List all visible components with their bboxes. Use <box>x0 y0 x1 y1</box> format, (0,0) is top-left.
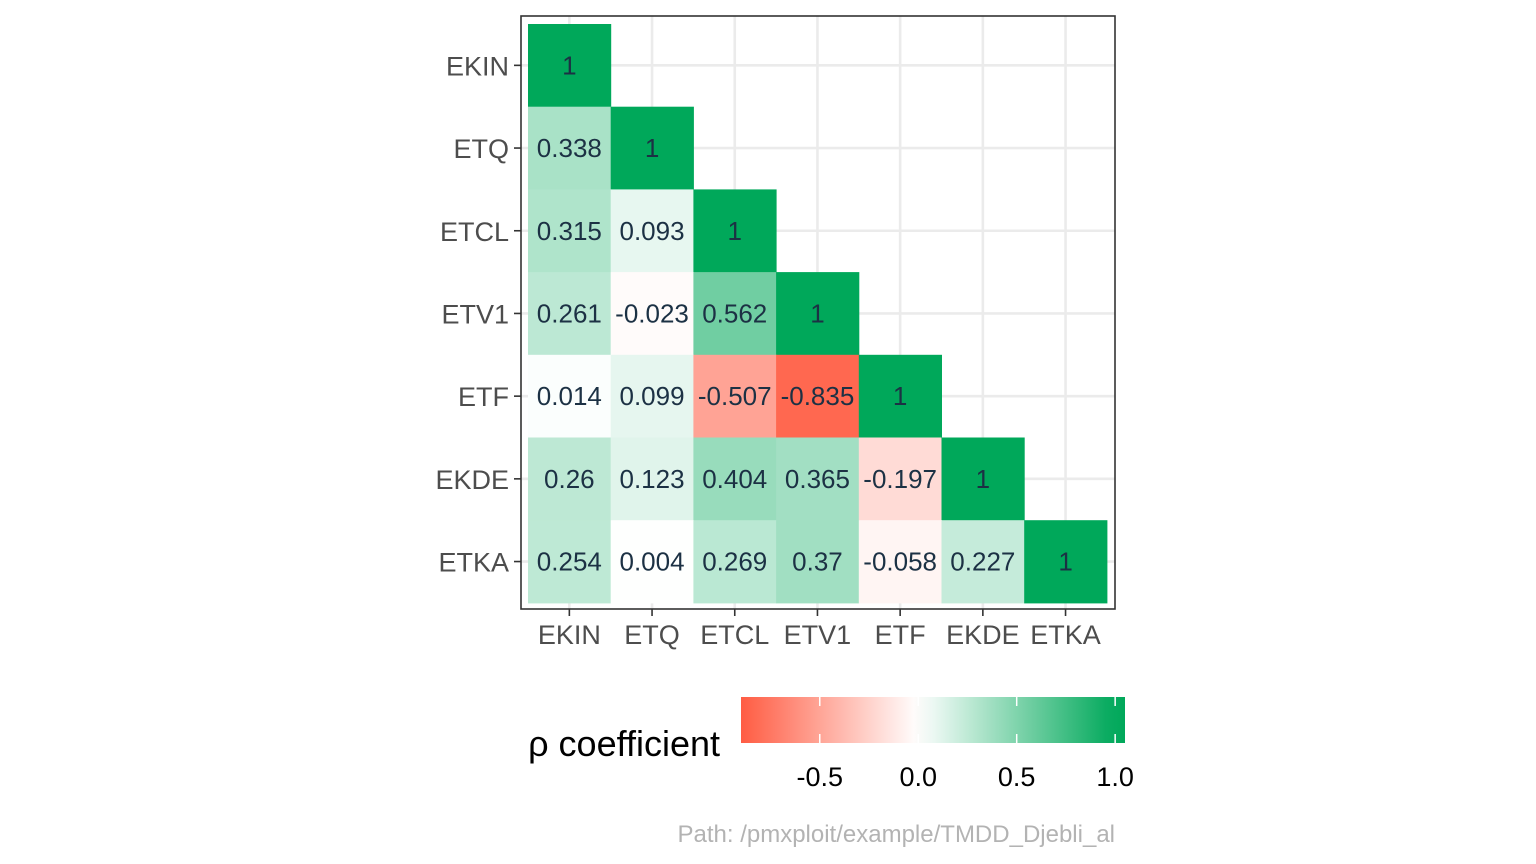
cell-value-label: 0.338 <box>537 133 602 163</box>
heatmap-cell-ekde-etv1 <box>776 437 860 521</box>
heatmap-cell-etq-ekin <box>528 106 612 190</box>
heatmap-cell-ekin-ekin <box>528 24 612 108</box>
x-axis: EKIN ETQ ETCL ETV1 ETF EKDE ETKA <box>538 609 1101 650</box>
heatmap-cell-etka-etka <box>1024 520 1108 604</box>
heatmap-cell-etf-ekin <box>528 354 612 438</box>
cell-value-label: 0.269 <box>702 547 767 577</box>
legend-tick-label: 1.0 <box>1096 762 1134 792</box>
cell-value-label: 0.093 <box>620 216 685 246</box>
cell-value-label: 0.315 <box>537 216 602 246</box>
cell-value-label: 1 <box>893 381 907 411</box>
cell-value-label: 0.227 <box>950 547 1015 577</box>
color-legend: ρ coefficient -0.5 0.0 0.5 1.0 <box>528 697 1134 792</box>
cell-value-label: -0.507 <box>698 381 772 411</box>
cell-value-label: 1 <box>645 133 659 163</box>
x-tick-label: ETKA <box>1030 620 1101 650</box>
heatmap-cell-ekde-ekde <box>941 437 1025 521</box>
cell-value-label: -0.058 <box>863 547 937 577</box>
legend-tick-label: -0.5 <box>797 762 844 792</box>
heatmap-cell-etf-etv1 <box>776 354 860 438</box>
heatmap-cell-etka-etq <box>610 520 694 604</box>
cell-value-label: 0.365 <box>785 464 850 494</box>
heatmap-cell-etcl-etcl <box>693 189 777 273</box>
heatmap-cell-ekde-etcl <box>693 437 777 521</box>
cell-value-label: 0.123 <box>620 464 685 494</box>
legend-tick-label: 0.5 <box>998 762 1036 792</box>
heatmap-cell-etka-etf <box>858 520 942 604</box>
y-tick-label: ETCL <box>440 217 509 247</box>
x-tick-label: EKIN <box>538 620 601 650</box>
x-tick-label: ETV1 <box>784 620 852 650</box>
legend-tick-label: 0.0 <box>899 762 937 792</box>
path-caption: Path: /pmxploit/example/TMDD_Djebli_al <box>677 821 1115 848</box>
heatmap-cells <box>528 24 1108 604</box>
y-tick-label: EKIN <box>446 51 509 81</box>
y-tick-label: ETKA <box>438 548 509 578</box>
cell-value-label: 0.254 <box>537 547 602 577</box>
cell-labels: 10.338 10.315 0.093 10.261 -0.023 0.562 10.014… <box>537 50 1073 576</box>
y-tick-label: ETF <box>458 382 509 412</box>
x-tick-label: EKDE <box>946 620 1020 650</box>
cell-value-label: 1 <box>562 50 576 80</box>
x-tick-label: ETQ <box>624 620 680 650</box>
heatmap-cell-ekde-ekin <box>528 437 612 521</box>
heatmap-cell-etf-etf <box>858 354 942 438</box>
cell-value-label: 1 <box>728 216 742 246</box>
y-tick-label: EKDE <box>435 465 509 495</box>
heatmap-cell-etq-etq <box>610 106 694 190</box>
cell-value-label: 1 <box>1058 547 1072 577</box>
heatmap-cell-etka-etv1 <box>776 520 860 604</box>
heatmap-cell-etv1-etv1 <box>776 272 860 356</box>
heatmap-cell-etka-ekde <box>941 520 1025 604</box>
x-tick-label: ETCL <box>700 620 769 650</box>
heatmap-cell-etcl-ekin <box>528 189 612 273</box>
cell-value-label: 0.562 <box>702 298 767 328</box>
heatmap-cell-etka-ekin <box>528 520 612 604</box>
cell-value-label: -0.197 <box>863 464 937 494</box>
y-axis: EKIN ETQ ETCL ETV1 ETF EKDE ETKA <box>435 51 521 578</box>
y-tick-label: ETV1 <box>441 299 509 329</box>
heatmap-cell-ekde-etq <box>610 437 694 521</box>
heatmap-cell-etcl-etq <box>610 189 694 273</box>
heatmap-cell-etf-etq <box>610 354 694 438</box>
legend-colorbar <box>741 697 1125 743</box>
cell-value-label: 0.26 <box>544 464 595 494</box>
cell-value-label: 0.404 <box>702 464 767 494</box>
cell-value-label: 0.004 <box>620 547 685 577</box>
heatmap-cell-etka-etcl <box>693 520 777 604</box>
legend-title: ρ coefficient <box>528 723 720 764</box>
cell-value-label: 0.099 <box>620 381 685 411</box>
cell-value-label: 1 <box>810 298 824 328</box>
heatmap-cell-ekde-etf <box>858 437 942 521</box>
heatmap-cell-etv1-etq <box>610 272 694 356</box>
heatmap-cell-etv1-etcl <box>693 272 777 356</box>
x-tick-label: ETF <box>875 620 926 650</box>
cell-value-label: 0.014 <box>537 381 602 411</box>
heatmap-cell-etf-etcl <box>693 354 777 438</box>
cell-value-label: 1 <box>976 464 990 494</box>
y-tick-label: ETQ <box>453 134 509 164</box>
cell-value-label: -0.835 <box>781 381 855 411</box>
cell-value-label: 0.37 <box>792 547 843 577</box>
cell-value-label: 0.261 <box>537 298 602 328</box>
heatmap-cell-etv1-ekin <box>528 272 612 356</box>
cell-value-label: -0.023 <box>615 298 689 328</box>
